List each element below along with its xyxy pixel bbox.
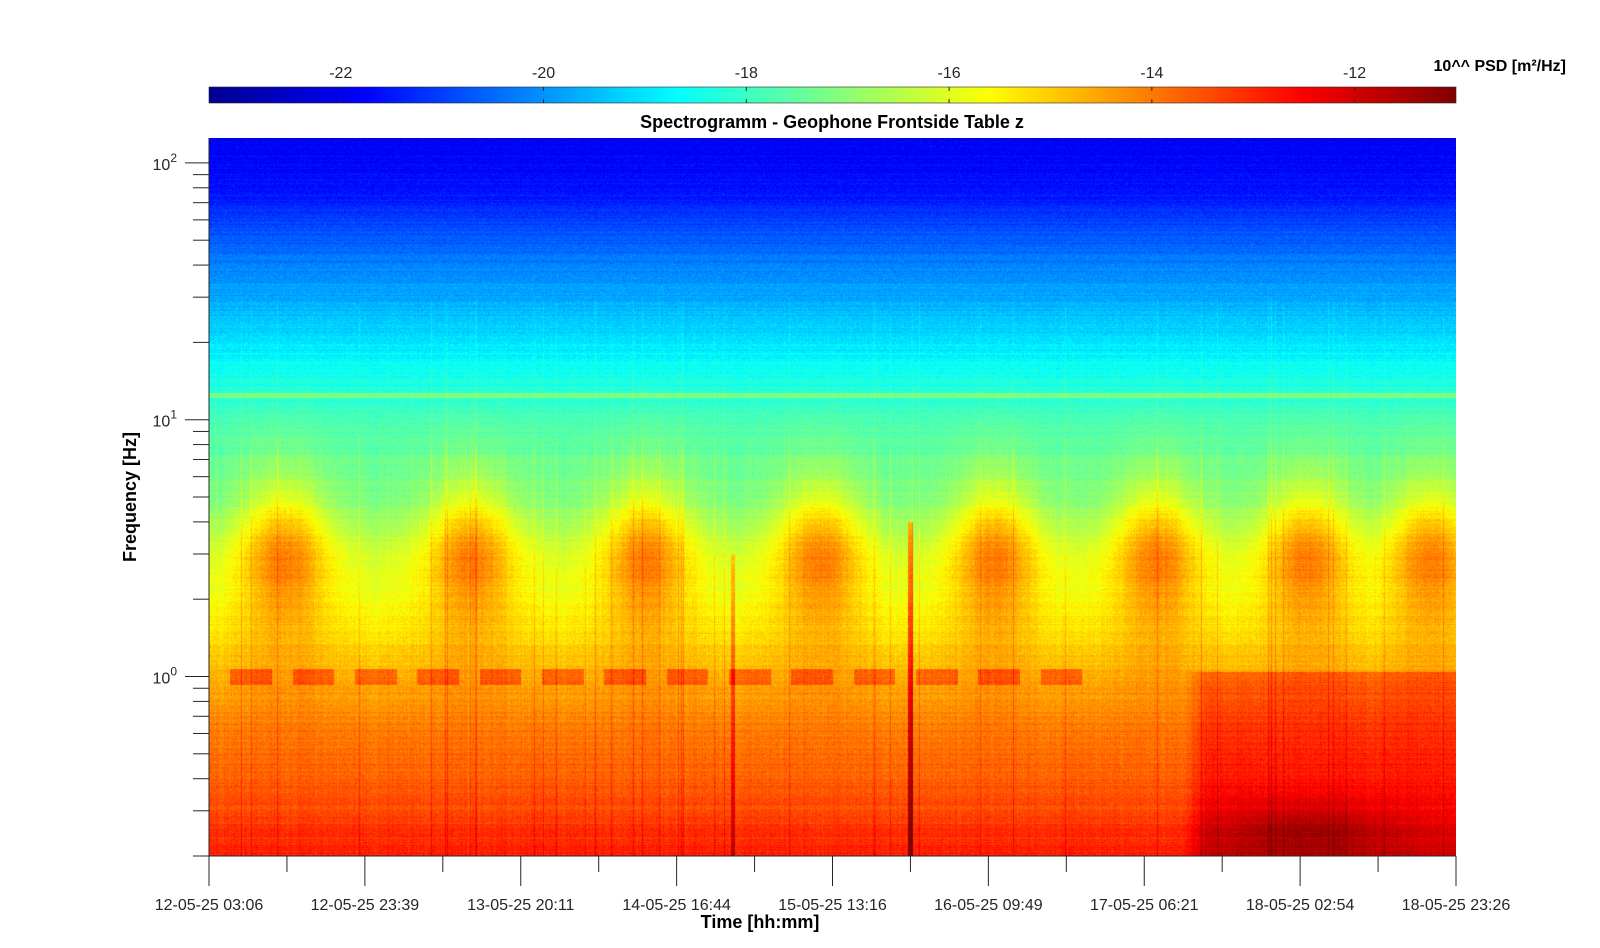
y-tick-label: 101 xyxy=(153,408,178,431)
spectrogram-heatmap xyxy=(209,138,1456,856)
x-axis-ticks: 12-05-25 03:06 12-05-25 23:39 13-05-25 20:… xyxy=(155,856,1511,914)
plot-area xyxy=(209,138,1456,856)
x-tick-label: 12-05-25 03:06 xyxy=(155,897,264,914)
x-axis-label: Time [hh:mm] xyxy=(701,912,820,932)
colorbar-tick-label: -20 xyxy=(532,65,555,82)
x-tick-label: 15-05-25 13:16 xyxy=(778,897,887,914)
y-tick-label: 102 xyxy=(153,151,178,174)
x-tick-label: 13-05-25 20:11 xyxy=(467,897,574,914)
x-tick-label: 18-05-25 23:26 xyxy=(1402,897,1511,914)
y-axis-label: Frequency [Hz] xyxy=(120,432,140,562)
y-tick-label: 100 xyxy=(153,665,178,688)
x-tick-label: 14-05-25 16:44 xyxy=(622,897,731,914)
colorbar-tick-label: -14 xyxy=(1140,65,1163,82)
x-tick-label: 17-05-25 06:21 xyxy=(1090,897,1199,914)
y-axis-ticks: 100 101 102 xyxy=(153,151,209,857)
chart-title: Spectrogramm - Geophone Frontside Table … xyxy=(640,112,1024,132)
colorbar-tick-label: -22 xyxy=(329,65,352,82)
x-tick-label: 16-05-25 09:49 xyxy=(934,897,1043,914)
colorbar-tick-label: -16 xyxy=(938,65,961,82)
x-tick-label: 18-05-25 02:54 xyxy=(1246,897,1355,914)
colorbar xyxy=(208,86,1457,104)
colorbar-label: 10^^ PSD [m²/Hz] xyxy=(1434,58,1566,75)
colorbar-ticks: -22 -20 -18 -16 -14 -12 xyxy=(329,65,1366,103)
colorbar-tick-label: -12 xyxy=(1343,65,1366,82)
colorbar-tick-label: -18 xyxy=(735,65,758,82)
x-tick-label: 12-05-25 23:39 xyxy=(311,897,420,914)
